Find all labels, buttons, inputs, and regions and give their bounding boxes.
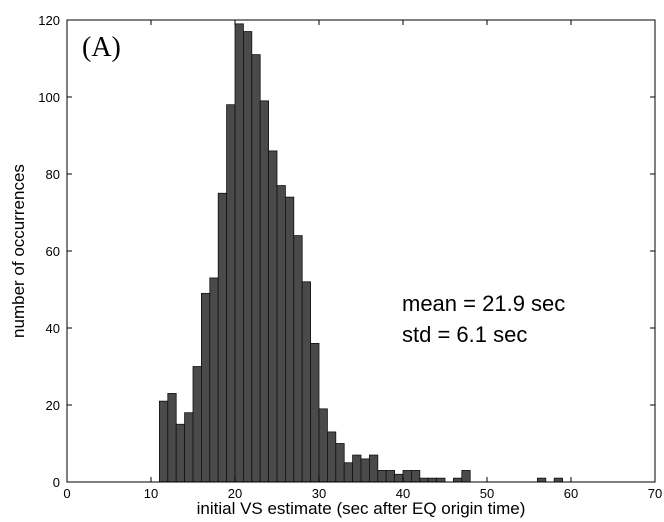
mean-annotation: mean = 21.9 sec — [402, 291, 565, 316]
histogram-bar — [301, 281, 312, 483]
histogram-bar — [343, 462, 354, 483]
x-axis-label: initial VS estimate (sec after EQ origin… — [197, 499, 526, 518]
histogram-bar — [268, 150, 278, 483]
histogram-bar — [537, 477, 547, 483]
histogram-bar — [360, 458, 370, 483]
x-tick-label: 10 — [144, 486, 158, 501]
histogram-bar — [276, 185, 286, 483]
y-tick-label: 20 — [46, 398, 60, 413]
histogram-bar — [158, 400, 169, 483]
histogram-bar — [175, 423, 185, 483]
x-tick-label: 0 — [63, 486, 70, 501]
histogram-bar — [410, 470, 421, 483]
y-axis-label: number of occurrences — [9, 164, 28, 338]
panel-label: (A) — [82, 32, 121, 63]
x-axis-ticks: 0 10 20 30 40 50 60 70 — [63, 20, 662, 501]
histogram-bar — [284, 196, 295, 483]
histogram-bar — [352, 454, 362, 483]
histogram-bar — [310, 342, 320, 483]
histogram-bar — [368, 454, 379, 483]
histogram-bar — [293, 235, 303, 483]
histogram-bar — [419, 477, 429, 483]
y-tick-label: 80 — [46, 167, 60, 182]
plot-frame — [66, 19, 656, 483]
histogram-bar — [226, 104, 236, 483]
histogram-bar — [259, 100, 270, 483]
histogram-bar — [335, 443, 345, 483]
std-annotation: std = 6.1 sec — [402, 322, 527, 347]
histogram-bar — [436, 477, 446, 483]
x-tick-label: 20 — [228, 486, 242, 501]
x-tick-label: 60 — [564, 486, 578, 501]
histogram-bar — [385, 470, 396, 483]
histogram-bar — [402, 470, 412, 483]
histogram-bar — [200, 292, 211, 483]
x-tick-label: 30 — [312, 486, 326, 501]
y-tick-label: 100 — [38, 90, 60, 105]
y-axis-ticks: 0 20 40 60 80 100 120 — [38, 13, 655, 490]
histogram-bar — [167, 393, 177, 483]
histogram-bars — [158, 23, 564, 483]
histogram-bar — [377, 470, 387, 483]
y-tick-label: 40 — [46, 321, 60, 336]
histogram-bar — [553, 477, 564, 483]
y-tick-label: 120 — [38, 13, 60, 28]
histogram-bar — [192, 366, 202, 483]
histogram-bar — [184, 412, 194, 483]
y-tick-label: 60 — [46, 244, 60, 259]
x-tick-label: 70 — [648, 486, 662, 501]
histogram-bar — [242, 31, 253, 483]
histogram-bar — [318, 408, 328, 483]
histogram-bar — [461, 470, 471, 483]
histogram-bar — [209, 277, 219, 483]
histogram-bar — [234, 23, 244, 483]
histogram-bar — [217, 192, 227, 483]
y-tick-label: 0 — [53, 475, 60, 490]
histogram-bar — [251, 54, 261, 483]
histogram-bar — [394, 473, 404, 483]
x-tick-label: 50 — [480, 486, 494, 501]
histogram-bar — [452, 477, 463, 483]
x-tick-label: 40 — [396, 486, 410, 501]
histogram-bar — [427, 477, 438, 483]
histogram-bar — [326, 431, 337, 483]
